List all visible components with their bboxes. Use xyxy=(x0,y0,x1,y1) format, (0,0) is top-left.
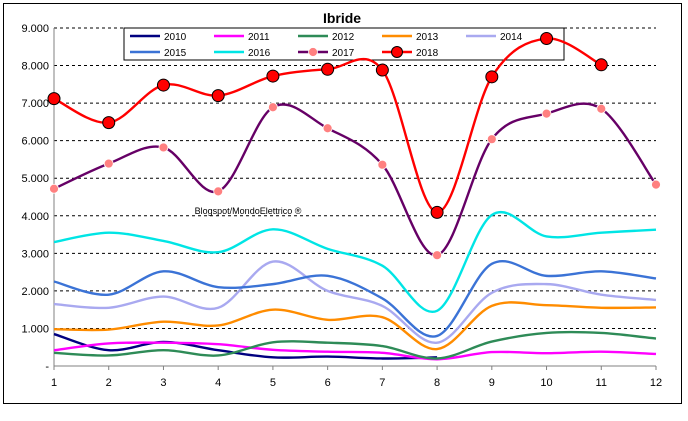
data-point-2017 xyxy=(486,134,497,145)
y-tick-label: - xyxy=(45,361,49,373)
x-tick-label: 5 xyxy=(270,377,276,389)
data-point-2017 xyxy=(596,103,607,114)
x-tick-label: 7 xyxy=(379,377,385,389)
x-tick-label: 12 xyxy=(650,377,662,389)
series-line-2013 xyxy=(53,301,657,351)
data-point-2018 xyxy=(321,62,335,76)
x-tick-label: 6 xyxy=(325,377,331,389)
legend-label-2018: 2018 xyxy=(416,48,439,59)
data-point-2018 xyxy=(485,70,499,84)
data-point-2017 xyxy=(103,158,114,169)
data-point-2018 xyxy=(266,69,280,83)
series-line-2018 xyxy=(53,37,602,214)
legend-label-2013: 2013 xyxy=(416,32,439,43)
series-line-2012 xyxy=(53,330,657,360)
y-tick-label: 5.000 xyxy=(21,173,49,185)
data-point-2017 xyxy=(651,179,661,190)
y-tick-label: 8.000 xyxy=(21,61,49,73)
x-tick-label: 1 xyxy=(51,377,57,389)
data-point-2018 xyxy=(102,116,116,130)
series-line-2010 xyxy=(53,332,438,360)
data-point-2017 xyxy=(432,250,442,261)
legend: 2010 2011 2012 2013 2014 2015 2016 2017 2018 xyxy=(130,32,523,59)
y-tick-label: 6.000 xyxy=(21,136,49,148)
legend-label-2017: 2017 xyxy=(332,48,355,59)
data-point-2017 xyxy=(49,183,59,194)
data-point-2018 xyxy=(375,63,389,77)
y-tick-label: 9.000 xyxy=(21,23,49,35)
legend-marker-2017 xyxy=(308,47,318,57)
series-line-2015 xyxy=(53,259,657,338)
x-tick-label: 4 xyxy=(215,377,221,389)
series-lines xyxy=(53,37,657,361)
data-point-2017 xyxy=(322,123,333,134)
series-line-2014 xyxy=(53,260,657,344)
y-tick-label: 3.000 xyxy=(21,248,49,260)
legend-label-2011: 2011 xyxy=(248,32,270,43)
x-tick-label: 10 xyxy=(540,377,552,389)
legend-label-2014: 2014 xyxy=(500,32,523,43)
data-point-2018 xyxy=(594,58,608,72)
series-line-2017 xyxy=(53,102,657,257)
chart-frame xyxy=(3,3,682,404)
series-line-2011 xyxy=(53,341,657,361)
data-point-2018 xyxy=(540,32,554,46)
data-point-2017 xyxy=(158,142,169,153)
x-tick-label: 11 xyxy=(596,377,607,389)
gridlines xyxy=(54,27,656,329)
x-tick-label: 9 xyxy=(489,377,495,389)
data-point-2017 xyxy=(213,186,224,197)
data-point-2018 xyxy=(430,205,444,219)
legend-label-2010: 2010 xyxy=(164,32,187,43)
series-line-2016 xyxy=(53,211,657,314)
y-tick-label: 1.000 xyxy=(21,323,49,335)
data-point-2017 xyxy=(377,159,388,170)
y-tick-label: 2.000 xyxy=(21,286,49,298)
data-point-2018 xyxy=(47,92,61,106)
y-tick-label: 4.000 xyxy=(21,211,49,223)
series-markers xyxy=(47,32,661,261)
legend-label-2015: 2015 xyxy=(164,48,187,59)
legend-label-2012: 2012 xyxy=(332,32,355,43)
legend-label-2016: 2016 xyxy=(248,48,271,59)
data-point-2018 xyxy=(156,78,170,92)
data-point-2018 xyxy=(211,89,225,103)
data-point-2017 xyxy=(541,108,552,119)
data-point-2017 xyxy=(268,102,278,113)
watermark-annotation: Blogspot/MondoElettrico ® xyxy=(195,206,302,216)
y-tick-label: 7.000 xyxy=(21,98,49,110)
legend-box xyxy=(123,27,565,61)
x-tick-label: 2 xyxy=(106,377,112,389)
x-tick-label: 8 xyxy=(434,377,440,389)
x-tick-label: 3 xyxy=(160,377,166,389)
axes: - 1.000 2.000 3.000 4.000 5.000 6.000 7.000 8.00… xyxy=(21,23,662,389)
legend-marker-2018 xyxy=(391,46,403,58)
chart-title: Ibride xyxy=(323,10,361,26)
